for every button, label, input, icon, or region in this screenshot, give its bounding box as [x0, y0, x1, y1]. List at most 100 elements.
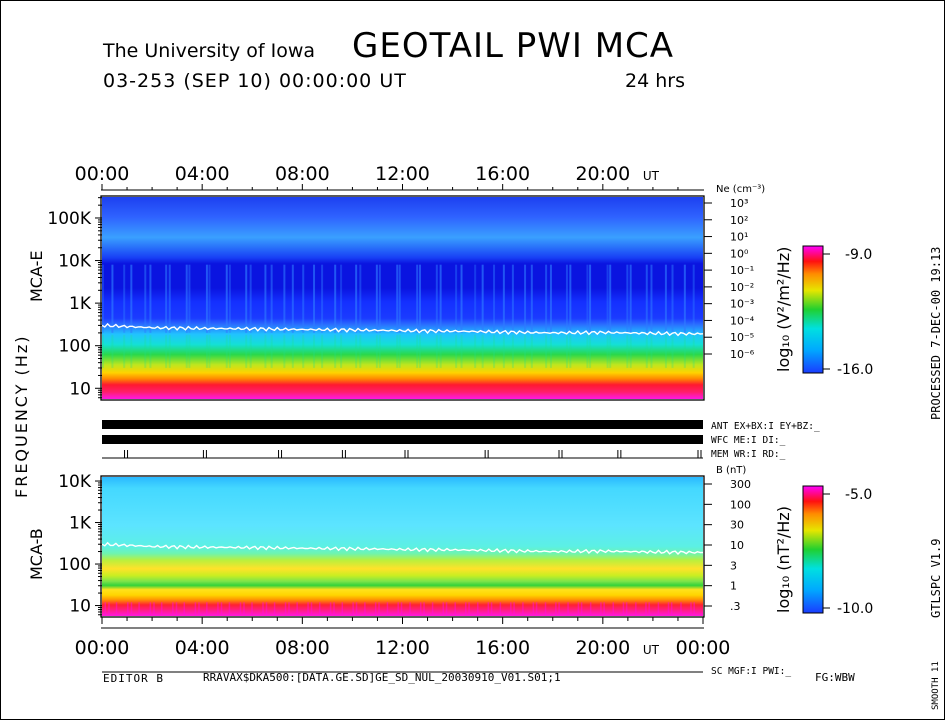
- mca-e-streak: [545, 264, 548, 333]
- top-tick-label: 12:00: [375, 163, 430, 185]
- mca-e-streak: [321, 334, 324, 368]
- mca-e-streak: [208, 334, 211, 368]
- mca-e-streak: [355, 334, 358, 368]
- mca-e-streak: [396, 264, 399, 333]
- time-span: 24 hrs: [625, 70, 685, 92]
- right-axis-tick-label: 10⁻²: [730, 281, 754, 294]
- mca-e-streak: [460, 334, 463, 368]
- mca-e-streak: [225, 264, 228, 333]
- mca-b-streak: [318, 602, 321, 615]
- mca-e-streak: [396, 334, 399, 368]
- freq-tick-label: 10: [69, 597, 91, 617]
- mca-b-streak: [589, 602, 592, 615]
- mca-b-colorbar-max: -5.0: [845, 487, 872, 503]
- mca-e-streak: [586, 334, 589, 368]
- mca-e-streak: [439, 334, 442, 368]
- mca-b-streak: [239, 602, 242, 615]
- mca-b-colorbar: [802, 485, 824, 614]
- mca-e-streak: [228, 264, 231, 333]
- mca-b-streak: [513, 602, 515, 615]
- mca-e-streak: [321, 264, 324, 333]
- right-axis-tick-label: 300: [730, 478, 751, 491]
- mca-e-streak: [264, 334, 267, 368]
- mca-b-streak: [535, 602, 538, 615]
- mca-e-streak: [185, 264, 188, 333]
- mca-b-right-axis: B (nT) 300 100 30 10 3 1 .3: [703, 465, 751, 613]
- mca-e-streak: [245, 264, 248, 333]
- mca-e-streak: [398, 264, 401, 333]
- mca-e-streak: [474, 264, 477, 333]
- mca-e-streak: [419, 334, 422, 368]
- mca-b-label: MCA-B: [27, 528, 46, 580]
- mca-e-streak: [692, 334, 695, 368]
- top-tick-label: 08:00: [275, 163, 330, 185]
- mca-b-streak: [310, 602, 313, 615]
- right-axis-tick-label: 10⁰: [730, 247, 749, 260]
- right-axis-tick-label: 1: [730, 580, 737, 593]
- mca-b-streak: [400, 602, 403, 615]
- mca-e-streak: [565, 334, 568, 368]
- top-tick-label: 16:00: [475, 163, 530, 185]
- right-axis-tick-label: 10⁻⁴: [730, 314, 755, 327]
- mca-b-streak: [352, 602, 354, 615]
- mca-e-streak: [375, 334, 378, 368]
- mca-e-spectrogram: [102, 197, 703, 399]
- mca-e-streak: [664, 334, 667, 368]
- mca-e-streak: [208, 264, 211, 333]
- mca-e-overlay-line: [101, 322, 704, 337]
- ant-status-label: ANT EX+BX:I EY+BZ:_: [711, 421, 820, 432]
- mca-e-streak: [123, 264, 126, 333]
- data-file-path: RRAVAX$DKA500:[DATA.GE.SD]GE_SD_NUL_2003…: [203, 671, 561, 684]
- mca-e-streak: [629, 334, 632, 368]
- mca-e-streak: [683, 334, 686, 368]
- date-line: 03-253 (SEP 10) 00:00:00 UT: [103, 70, 407, 92]
- mca-e-streak: [302, 334, 305, 368]
- mca-e-streak: [130, 264, 133, 333]
- mca-b-streak: [153, 602, 155, 615]
- mca-e-streak: [283, 264, 286, 333]
- mca-e-streak: [111, 334, 114, 368]
- mca-e-streak: [130, 334, 133, 368]
- mca-b-panel: [100, 475, 705, 618]
- mca-e-streak: [264, 264, 267, 333]
- mca-e-streak: [168, 334, 171, 368]
- mca-b-streak: [284, 602, 287, 615]
- mca-e-streak: [524, 334, 527, 368]
- mca-e-streak: [291, 334, 294, 368]
- mca-e-streak: [589, 334, 592, 368]
- mca-e-streak: [149, 334, 152, 368]
- right-axis-tick-label: 10³: [730, 197, 748, 210]
- mca-e-streak: [188, 334, 191, 368]
- mca-e-streak: [569, 264, 572, 333]
- mca-e-streak: [111, 264, 114, 333]
- smooth-label: SMOOTH 11: [931, 661, 941, 710]
- right-axis-tick-label: 3: [730, 559, 737, 572]
- mem-status-label: MEM WR:I RD:_: [711, 449, 786, 460]
- top-tick-label: 04:00: [175, 163, 230, 185]
- mca-b-streak: [680, 602, 682, 615]
- mca-e-right-axis: Ne (cm⁻³) 10³ 10² 10¹ 10⁰ 10⁻¹ 10⁻² 10⁻³ 10⁻⁴ 10⁻…: [703, 184, 765, 361]
- mca-e-streak: [511, 264, 514, 333]
- mca-e-streak: [569, 334, 572, 368]
- mca-b-streak: [149, 602, 152, 615]
- mca-e-streak: [435, 264, 438, 333]
- right-axis-tick-label: 100: [730, 498, 751, 511]
- mca-e-streak: [524, 264, 527, 333]
- mca-e-streak: [530, 264, 533, 333]
- mca-e-streak: [502, 334, 505, 368]
- mca-b-streak: [175, 602, 178, 615]
- mca-e-streak: [511, 334, 514, 368]
- mca-e-streak: [188, 264, 191, 333]
- mca-e-streak: [228, 334, 231, 368]
- mca-b-streak: [378, 602, 380, 615]
- mca-b-streak: [522, 602, 524, 615]
- mca-e-streak: [102, 264, 104, 333]
- mca-b-streak: [115, 602, 118, 615]
- mca-e-colorbar-max: -9.0: [845, 247, 872, 263]
- freq-tick-label: 10K: [58, 252, 92, 272]
- mca-e-streak: [302, 264, 305, 333]
- mca-b-streak: [555, 602, 557, 615]
- ut-label-bottom: UT: [643, 643, 660, 657]
- ut-label: UT: [643, 169, 660, 183]
- mca-b-streak: [612, 602, 614, 615]
